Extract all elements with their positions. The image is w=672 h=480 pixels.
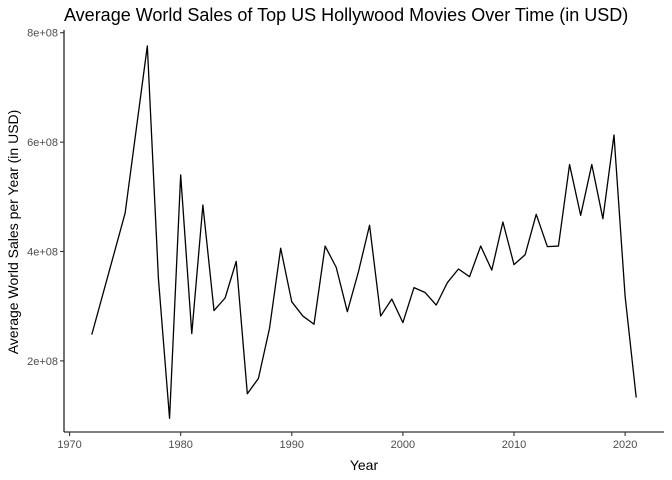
y-axis-ticks: 2e+08 4e+08 6e+08 8e+08 <box>27 28 64 368</box>
chart-title: Average World Sales of Top US Hollywood … <box>64 5 628 25</box>
y-tick-label: 4e+08 <box>27 247 58 259</box>
x-axis-label: Year <box>350 457 379 473</box>
plot-area: 1970 1980 1990 2000 2010 2020 2e+08 4e+08 6e+08… <box>27 28 664 451</box>
x-tick-label: 1980 <box>168 439 192 451</box>
x-tick-label: 2010 <box>502 439 526 451</box>
y-tick-label: 8e+08 <box>27 28 58 40</box>
y-axis-label: Average World Sales per Year (in USD) <box>5 110 21 355</box>
series-line <box>91 45 637 419</box>
x-tick-label: 2000 <box>391 439 415 451</box>
x-tick-label: 2020 <box>613 439 637 451</box>
x-axis-ticks: 1970 1980 1990 2000 2010 2020 <box>57 432 637 451</box>
x-tick-label: 1970 <box>57 439 81 451</box>
y-tick-label: 6e+08 <box>27 137 58 149</box>
x-tick-label: 1990 <box>280 439 304 451</box>
y-tick-label: 2e+08 <box>27 356 58 368</box>
